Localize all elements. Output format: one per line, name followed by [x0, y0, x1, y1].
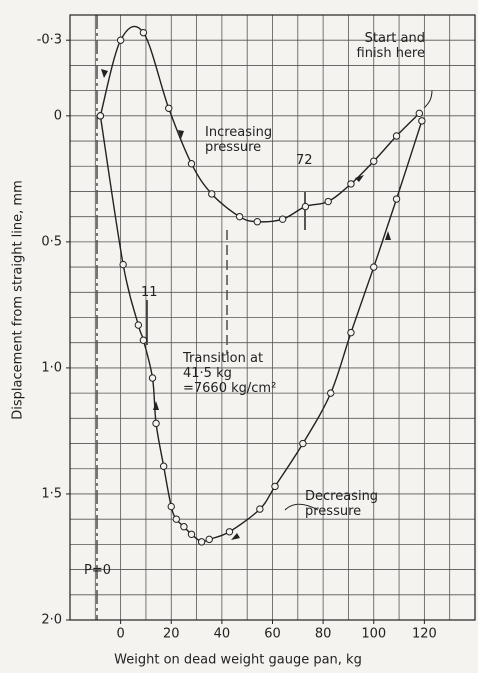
annotation-line: Transition at	[182, 351, 263, 366]
data-point	[225, 528, 234, 536]
annotation-line: pressure	[205, 140, 261, 155]
data-point	[271, 482, 279, 491]
data-point	[187, 530, 196, 538]
arrow	[101, 69, 108, 78]
y-tick-label: 2·0	[41, 613, 62, 628]
data-point	[392, 132, 401, 140]
annotation-line: 72	[296, 153, 313, 168]
data-point	[197, 538, 206, 546]
data-point	[370, 263, 378, 271]
data-point	[418, 117, 426, 125]
arrow	[385, 231, 391, 240]
data-point	[165, 104, 173, 112]
data-point	[324, 197, 332, 206]
arrow	[231, 533, 240, 540]
arrow	[178, 130, 184, 139]
data-point	[299, 439, 307, 448]
data-point	[119, 260, 127, 269]
data-point	[96, 112, 105, 120]
y-tick-label: 0·5	[41, 234, 62, 249]
x-tick-label: 20	[163, 627, 180, 642]
annotation-line: 11	[141, 285, 158, 300]
x-tick-label: 0	[116, 627, 124, 642]
data-point	[208, 190, 216, 198]
data-point	[148, 374, 157, 382]
annotation-line: 41·5 kg	[183, 366, 232, 381]
y-tick-label: 0	[54, 108, 62, 123]
annotation: P=0	[84, 563, 111, 578]
data-point	[116, 36, 125, 44]
arrow	[355, 175, 364, 182]
y-tick-label: 1·0	[41, 360, 62, 375]
x-tick-label: 40	[214, 627, 231, 642]
y-axis-label: Displacement from straight line, mm	[11, 180, 26, 419]
y-tick-label: 1·5	[41, 486, 62, 501]
data-point	[139, 28, 148, 37]
annotation-line: =7660 kg/cm²	[183, 381, 276, 396]
x-axis-label: Weight on dead weight gauge pan, kg	[114, 653, 362, 668]
data-point	[392, 195, 401, 203]
annotation: Increasing pressure	[205, 125, 272, 155]
annotation-line: Start and	[365, 31, 425, 46]
annotation: 72	[296, 153, 313, 168]
x-tick-label: 100	[361, 627, 386, 642]
x-tick-label: 80	[315, 627, 332, 642]
annotation-line: pressure	[305, 504, 361, 519]
x-tick-label: 60	[264, 627, 281, 642]
annotation: Start and finish here	[357, 31, 425, 61]
annotation-line: Decreasing	[305, 489, 378, 504]
data-point	[256, 505, 264, 513]
pointer	[284, 503, 319, 511]
data-point	[180, 523, 188, 531]
annotation-line: finish here	[357, 46, 425, 61]
data-point	[327, 389, 335, 397]
data-point	[278, 215, 287, 223]
x-tick-label: 120	[412, 627, 437, 642]
annotation-line: Increasing	[205, 125, 272, 140]
data-point	[152, 419, 160, 428]
data-point	[370, 157, 378, 165]
data-point	[134, 321, 143, 329]
data-point	[172, 515, 181, 523]
annotation-line: P=0	[84, 563, 111, 578]
data-point	[235, 212, 244, 221]
data-point	[253, 218, 262, 226]
y-tick-label: -0·3	[37, 33, 62, 48]
data-point	[187, 160, 196, 168]
data-point	[159, 462, 168, 470]
data-point	[139, 336, 148, 344]
pointer	[423, 89, 433, 109]
data-point	[301, 202, 310, 211]
annotation: Transition at 41·5 kg =7660 kg/cm²	[182, 351, 276, 396]
data-point	[167, 502, 175, 511]
data-point	[347, 180, 355, 188]
annotation: Decreasing pressure	[305, 489, 378, 519]
data-point	[415, 109, 424, 118]
data-point	[205, 535, 213, 544]
data-point	[347, 328, 355, 337]
annotation: 11	[141, 285, 158, 300]
